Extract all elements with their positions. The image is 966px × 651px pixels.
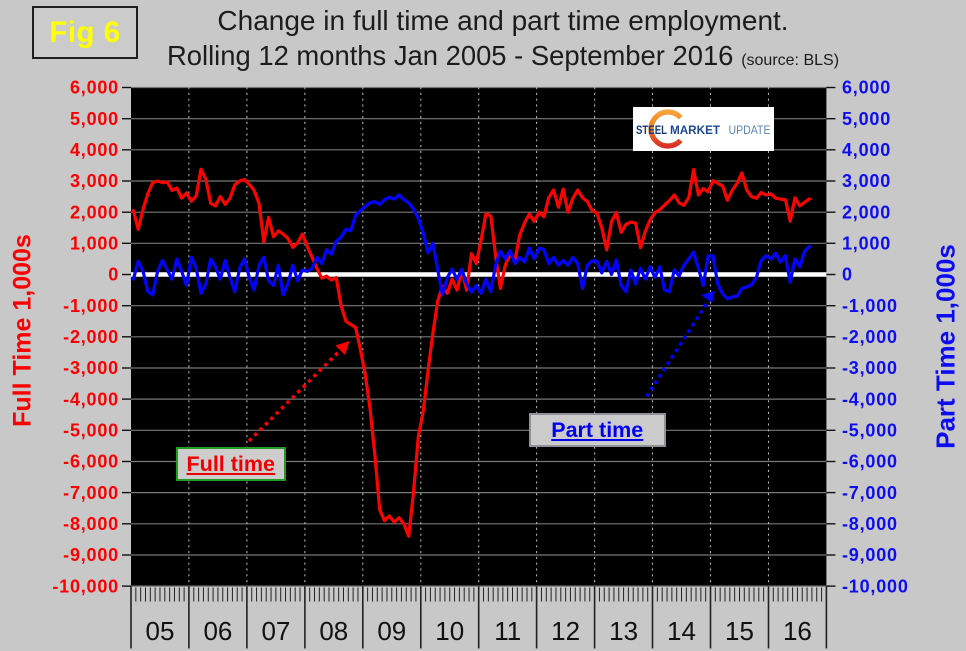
svg-text:11: 11	[494, 616, 521, 646]
svg-text:3,000: 3,000	[70, 171, 119, 191]
svg-text:-7,000: -7,000	[63, 483, 119, 503]
svg-text:STEEL: STEEL	[636, 123, 667, 137]
svg-text:6,000: 6,000	[70, 78, 119, 98]
svg-text:12: 12	[551, 616, 580, 646]
svg-text:-10,000: -10,000	[52, 576, 119, 596]
svg-text:5,000: 5,000	[70, 109, 119, 129]
svg-text:10: 10	[435, 616, 464, 646]
svg-text:3,000: 3,000	[842, 171, 891, 191]
svg-text:-8,000: -8,000	[63, 514, 119, 534]
svg-text:5,000: 5,000	[842, 109, 891, 129]
svg-text:-9,000: -9,000	[63, 545, 119, 565]
svg-text:-4,000: -4,000	[63, 389, 119, 409]
svg-text:-9,000: -9,000	[842, 545, 898, 565]
svg-text:16: 16	[783, 616, 812, 646]
svg-text:0: 0	[108, 265, 119, 285]
svg-text:-10,000: -10,000	[842, 576, 909, 596]
svg-text:-1,000: -1,000	[842, 296, 898, 316]
svg-text:UPDATE: UPDATE	[729, 123, 771, 137]
svg-text:06: 06	[203, 616, 232, 646]
svg-text:4,000: 4,000	[70, 140, 119, 160]
svg-text:-6,000: -6,000	[63, 452, 119, 472]
svg-text:-5,000: -5,000	[842, 421, 898, 441]
svg-text:08: 08	[319, 616, 348, 646]
svg-text:4,000: 4,000	[842, 140, 891, 160]
svg-text:-7,000: -7,000	[842, 483, 898, 503]
svg-text:-5,000: -5,000	[63, 421, 119, 441]
svg-text:-4,000: -4,000	[842, 389, 898, 409]
svg-text:-6,000: -6,000	[842, 452, 898, 472]
svg-text:MARKET: MARKET	[670, 123, 721, 137]
svg-text:1,000: 1,000	[842, 234, 891, 254]
svg-text:6,000: 6,000	[842, 78, 891, 98]
svg-text:05: 05	[146, 616, 175, 646]
svg-text:09: 09	[377, 616, 406, 646]
svg-text:2,000: 2,000	[842, 202, 891, 222]
svg-text:14: 14	[667, 616, 696, 646]
svg-text:0: 0	[842, 265, 853, 285]
svg-text:-2,000: -2,000	[842, 327, 898, 347]
svg-text:-3,000: -3,000	[842, 358, 898, 378]
svg-text:13: 13	[609, 616, 638, 646]
svg-text:-8,000: -8,000	[842, 514, 898, 534]
svg-text:-2,000: -2,000	[63, 327, 119, 347]
svg-text:-3,000: -3,000	[63, 358, 119, 378]
svg-text:1,000: 1,000	[70, 234, 119, 254]
svg-text:-1,000: -1,000	[63, 296, 119, 316]
svg-text:07: 07	[261, 616, 290, 646]
svg-text:15: 15	[725, 616, 754, 646]
svg-text:2,000: 2,000	[70, 202, 119, 222]
